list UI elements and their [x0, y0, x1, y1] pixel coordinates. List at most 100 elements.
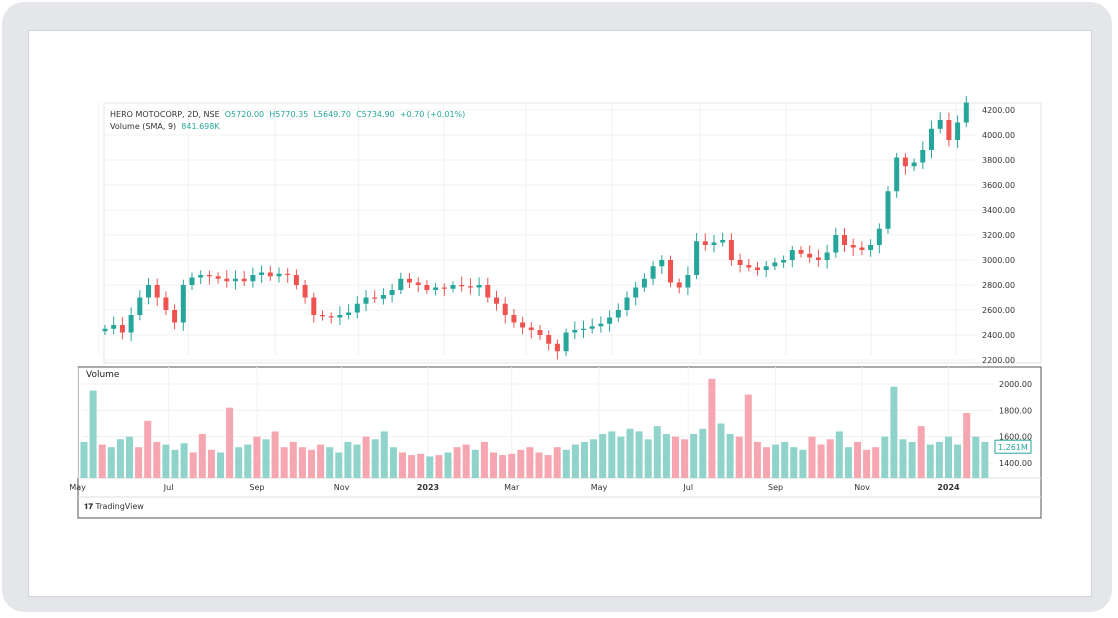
candle-body	[137, 297, 143, 315]
candle-body	[485, 285, 491, 298]
volume-bar	[435, 455, 443, 478]
volume-bar	[808, 436, 816, 478]
candle-body	[398, 278, 404, 290]
candle-body	[746, 265, 752, 268]
candle-body	[789, 250, 795, 260]
volume-bar	[626, 428, 634, 478]
candle-body	[624, 297, 630, 310]
open-value: O5720.00	[224, 110, 265, 119]
tradingview-logo[interactable]: 𝟏𝟕 TradingView	[84, 502, 144, 512]
volume-bar	[371, 439, 379, 478]
price-tick-label: 2400.00	[982, 331, 1015, 340]
symbol-label: HERO MOTOCORP, 2D, NSE	[110, 110, 220, 119]
date-label: Sep	[249, 483, 264, 492]
candle-body	[163, 297, 169, 310]
volume-bar	[408, 455, 416, 478]
candle-body	[711, 242, 717, 245]
volume-tick-label: 2000.00	[999, 380, 1032, 389]
volume-bar	[726, 434, 734, 478]
candle-body	[572, 330, 578, 333]
candle-body	[798, 250, 804, 254]
candle-body	[528, 327, 534, 330]
candle-body	[476, 285, 482, 288]
volume-bar	[571, 444, 579, 478]
volume-bar	[471, 449, 479, 478]
candle-body	[885, 191, 891, 229]
price-tick-label: 2600.00	[982, 306, 1015, 315]
candle-body	[415, 282, 421, 285]
volume-bar	[881, 436, 889, 478]
volume-bar	[954, 444, 962, 478]
volume-bar	[708, 378, 716, 478]
volume-bar	[298, 447, 306, 478]
volume-bar	[116, 439, 124, 478]
volume-bar	[480, 441, 488, 478]
volume-bar	[817, 444, 825, 478]
price-tick-label: 4200.00	[982, 106, 1015, 115]
date-label: Nov	[334, 483, 350, 492]
volume-bar	[335, 452, 343, 478]
volume-bar	[617, 436, 625, 478]
volume-bar	[599, 434, 607, 478]
close-value: C5734.90	[356, 110, 395, 119]
volume-bar	[135, 447, 143, 478]
volume-bar	[926, 444, 934, 478]
candle-body	[511, 315, 517, 323]
volume-bar	[499, 455, 507, 478]
volume-bar	[453, 447, 461, 478]
volume-bar	[426, 456, 434, 478]
candle-body	[276, 273, 282, 277]
volume-bar	[417, 453, 425, 478]
candle-body	[728, 240, 734, 260]
volume-bar	[863, 449, 871, 478]
candle-body	[424, 285, 430, 290]
volume-bar	[854, 441, 861, 478]
volume-bar	[908, 441, 916, 478]
volume-bar	[189, 452, 197, 478]
volume-bar	[590, 439, 598, 478]
volume-bar	[444, 452, 452, 478]
price-pane	[103, 102, 1042, 364]
volume-bar	[171, 449, 179, 478]
volume-bar	[107, 447, 115, 478]
volume-bar	[562, 449, 570, 478]
volume-bar	[772, 444, 780, 478]
candle-body	[346, 312, 352, 315]
volume-bar	[280, 447, 288, 478]
date-label: 2024	[937, 483, 960, 492]
date-label: Sep	[768, 483, 783, 492]
candle-body	[450, 285, 456, 289]
volume-bar	[972, 436, 980, 478]
price-tick-label: 3600.00	[982, 181, 1015, 190]
volume-bar	[917, 426, 925, 478]
candle-body	[206, 275, 212, 277]
volume-bar	[945, 436, 952, 478]
brand-label: TradingView	[95, 502, 144, 511]
volume-label: Volume (SMA, 9)	[110, 122, 177, 131]
candle-body	[102, 328, 108, 332]
candle-body	[763, 266, 769, 270]
price-tick-label: 2200.00	[982, 356, 1015, 365]
candle-body	[833, 235, 839, 253]
price-tick-label: 3800.00	[982, 156, 1015, 165]
candle-body	[554, 343, 560, 352]
candle-body	[650, 266, 656, 279]
candle-body	[859, 247, 865, 250]
volume-panel-title: Volume	[86, 370, 120, 380]
volume-bar	[553, 447, 561, 478]
candle-body	[581, 328, 586, 330]
candle-body	[920, 150, 926, 163]
volume-bar	[744, 394, 752, 478]
candle-body	[407, 278, 412, 283]
candle-body	[720, 240, 726, 243]
candle-body	[894, 157, 900, 192]
volume-bar	[98, 444, 106, 478]
volume-bar	[699, 428, 707, 478]
candle-body	[189, 277, 195, 285]
price-tick-label: 4000.00	[982, 131, 1015, 140]
volume-bar	[353, 444, 361, 478]
candle-body	[372, 297, 378, 299]
volume-bar	[935, 441, 943, 478]
candle-body	[119, 325, 125, 333]
